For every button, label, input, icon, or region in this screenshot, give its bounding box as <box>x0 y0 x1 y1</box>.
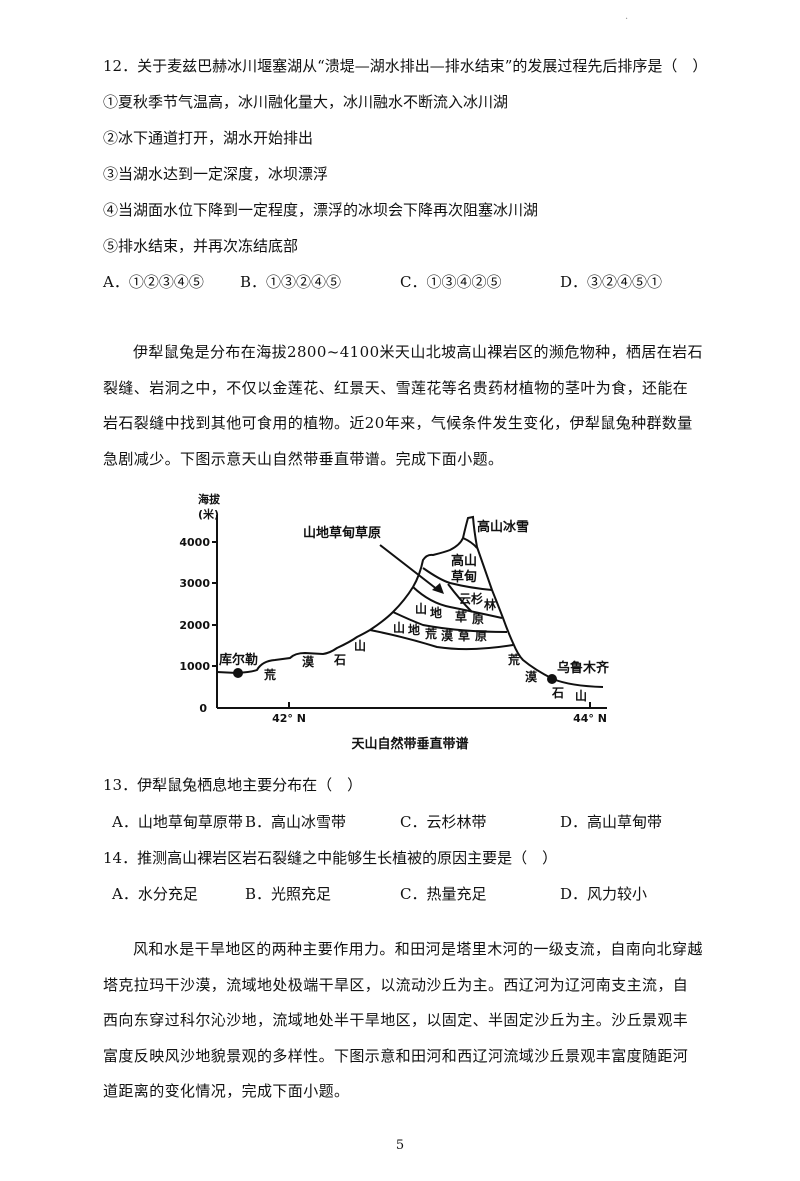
korla-marker <box>233 668 243 678</box>
label-desert-steppe: 山 <box>393 620 405 635</box>
urumqi-marker <box>547 674 557 684</box>
label-korla: 库尔勒 <box>219 652 258 668</box>
q14-option-a[interactable]: A．水分充足 <box>112 885 198 903</box>
q12-item-1: ①夏秋季节气温高，冰川融化量大，冰川融水不断流入冰川湖 <box>103 93 509 111</box>
y-axis-unit: (米) <box>198 507 219 521</box>
label-rocky: 石 <box>551 686 564 700</box>
ice-snow-lower-line <box>462 537 478 549</box>
label-steppe: 山 <box>415 601 427 616</box>
label-steppe: 原 <box>472 612 484 626</box>
q14-option-d[interactable]: D．风力较小 <box>560 885 648 903</box>
label-spruce: 云杉 <box>459 591 483 606</box>
q12-option-b[interactable]: B．①③②④⑤ <box>240 273 342 291</box>
arrow-head-icon <box>432 583 444 594</box>
q12-item-4: ④当湖面水位下降到一定程度，漂浮的冰坝会下降再次阻塞冰川湖 <box>103 201 539 219</box>
label-alpine-meadow: 草甸 <box>451 569 477 585</box>
label-desert: 荒 <box>263 667 276 682</box>
corner-mark: · <box>625 14 629 25</box>
label-urumqi: 乌鲁木齐 <box>557 660 610 676</box>
q13-option-b[interactable]: B．高山冰雪带 <box>245 813 347 831</box>
q13-option-a[interactable]: A．山地草甸草原带 <box>112 813 243 831</box>
q13-option-c[interactable]: C．云杉林带 <box>400 813 487 831</box>
q14-stem: 14．推测高山裸岩区岩石裂缝之中能够生长植被的原因主要是（ ） <box>103 849 558 867</box>
spruce-left-line <box>447 583 473 613</box>
desert-steppe-lower-line <box>369 629 514 651</box>
passage-pika: 伊犁鼠兔是分布在海拔2800~4100米天山北坡高山裸岩区的濒危物种，栖居在岩石… <box>103 343 703 468</box>
passage-dunes: 风和水是干旱地区的两种主要作用力。和田河是塔里木河的一级支流，自南向北穿越塔克拉… <box>103 940 703 1100</box>
label-rocky: 山 <box>354 638 366 653</box>
q13-stem: 13．伊犁鼠兔栖息地主要分布在（ ） <box>103 776 363 794</box>
spruce-upper-line <box>422 567 493 591</box>
label-spruce: 林 <box>484 597 496 612</box>
label-steppe: 地 <box>430 605 442 620</box>
q13-option-d[interactable]: D．高山草甸带 <box>560 813 663 831</box>
steppe-lower-line <box>392 611 508 633</box>
q12-item-5: ⑤排水结束，并再次冻结底部 <box>103 237 299 255</box>
y-tick: 3000 <box>179 577 210 590</box>
q12-option-d[interactable]: D．③②④⑤① <box>560 273 663 291</box>
label-desert-steppe: 地 <box>408 622 420 637</box>
y-axis-label: 海拔 <box>198 492 221 506</box>
steppe-upper-line <box>412 586 503 619</box>
label-desert-steppe: 草 <box>458 628 470 643</box>
mountain-profile <box>216 515 604 688</box>
q14-option-b[interactable]: B．光照充足 <box>245 885 332 903</box>
q12-option-a[interactable]: A．①②③④⑤ <box>103 273 204 291</box>
q12-option-c[interactable]: C．①③④②⑤ <box>400 273 502 291</box>
label-rocky: 山 <box>575 688 587 703</box>
label-ice-snow: 高山冰雪 <box>477 519 529 535</box>
label-alpine-meadow: 高山 <box>451 553 477 569</box>
y-tick: 2000 <box>179 619 210 632</box>
label-rocky: 石 <box>333 653 346 667</box>
label-meadow-steppe: 山地草甸草原 <box>303 525 381 541</box>
x-tick: 44° N <box>573 712 607 725</box>
y-tick: 1000 <box>179 660 210 673</box>
q14-option-c[interactable]: C．热量充足 <box>400 885 487 903</box>
label-desert: 漠 <box>302 654 315 669</box>
page-number: 5 <box>395 1138 405 1153</box>
tianshan-vertical-zonation-figure: 海拔 (米) 0 1000 2000 3000 4000 42° N 44° N… <box>179 492 610 752</box>
y-tick: 4000 <box>179 536 210 549</box>
y-tick: 0 <box>199 702 207 715</box>
figure-caption: 天山自然带垂直带谱 <box>351 736 468 752</box>
label-desert-steppe: 漠 <box>441 628 454 643</box>
q12-item-2: ②冰下通道打开，湖水开始排出 <box>103 129 314 147</box>
arrow-line <box>379 544 439 591</box>
q12-item-3: ③当湖水达到一定深度，冰坝漂浮 <box>103 165 329 183</box>
q12-stem: 12．关于麦兹巴赫冰川堰塞湖从“溃堤—湖水排出—排水结束”的发展过程先后排序是（… <box>103 57 708 75</box>
label-desert-steppe: 原 <box>475 629 487 643</box>
x-tick: 42° N <box>272 712 306 725</box>
label-steppe: 草 <box>455 609 467 624</box>
label-desert-steppe: 荒 <box>424 626 437 641</box>
label-desert: 荒 <box>507 652 520 667</box>
label-desert: 漠 <box>525 669 538 684</box>
